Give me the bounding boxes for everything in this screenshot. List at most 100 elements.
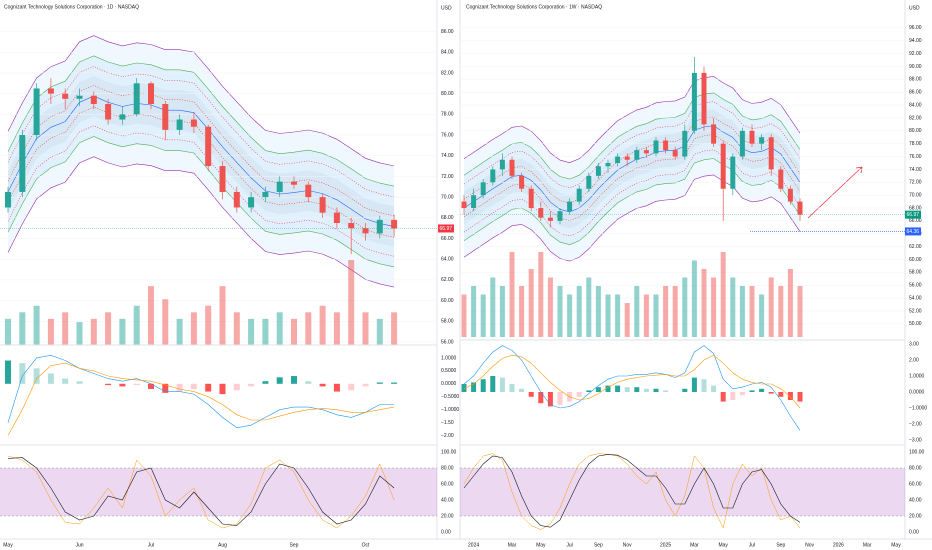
y-tick-label: 0.0000 xyxy=(909,389,925,395)
macd-histogram-bar xyxy=(190,383,197,389)
volume-bar xyxy=(595,286,601,337)
macd-histogram-bar xyxy=(105,383,112,386)
x-tick-label: May xyxy=(891,542,901,548)
volume-bar xyxy=(538,252,544,337)
x-tick-label: Jul xyxy=(749,542,755,548)
annotation-arrow xyxy=(807,166,863,219)
macd-histogram-bar xyxy=(362,383,369,387)
macd-histogram-bar xyxy=(333,383,340,392)
volume-bar xyxy=(605,294,611,337)
candle-body xyxy=(576,188,582,202)
candle-body xyxy=(319,197,326,213)
candle-body xyxy=(538,208,544,218)
y-tick-label: 72.00 xyxy=(909,180,922,186)
candle-body xyxy=(586,175,592,189)
volume-bar xyxy=(797,286,803,337)
macd-histogram-bar xyxy=(291,376,297,384)
volume-bar xyxy=(248,318,255,345)
y-tick-label: 58.00 xyxy=(441,319,454,325)
y-tick-label: 60.00 xyxy=(441,298,454,304)
x-tick-label: 2026 xyxy=(833,542,844,548)
y-tick-label: 80.00 xyxy=(441,91,454,97)
volume-bar xyxy=(528,269,534,337)
volume-bar xyxy=(276,312,283,345)
x-tick-label: Oct xyxy=(362,542,370,548)
macd-histogram-bar xyxy=(471,382,477,392)
y-tick-label: 50.00 xyxy=(909,321,922,327)
y-tick-label: 100.00 xyxy=(909,449,925,455)
volume-bar xyxy=(547,277,553,337)
candle-body xyxy=(682,130,688,157)
price-tag xyxy=(905,210,921,219)
y-tick-label: 0.5000 xyxy=(441,368,457,374)
macd-histogram-bar xyxy=(528,392,534,397)
y-tick-label: 78.00 xyxy=(909,141,922,147)
y-tick-label: 60.00 xyxy=(909,481,922,487)
y-tick-label: 66.00 xyxy=(909,218,922,224)
macd-line xyxy=(463,345,801,431)
macd-histogram-bar xyxy=(615,385,621,392)
volume-bar xyxy=(333,312,340,345)
macd-histogram-bar xyxy=(133,383,140,386)
band-line xyxy=(463,174,801,262)
macd-histogram-bar xyxy=(787,392,793,400)
inner-band xyxy=(8,76,395,247)
x-tick-label: Mar xyxy=(690,542,699,548)
candle-body xyxy=(480,182,486,196)
y-tick-label: 86.00 xyxy=(441,29,454,35)
x-tick-label: May xyxy=(718,542,728,548)
x-tick-label: 2025 xyxy=(660,542,671,548)
candle-body xyxy=(305,184,312,198)
volume-bar xyxy=(47,318,54,345)
level-tag xyxy=(905,227,921,236)
band-line xyxy=(7,125,395,257)
y-tick-label: −1.0000 xyxy=(441,407,459,413)
band-line xyxy=(7,35,395,167)
y-tick-label: 82.00 xyxy=(909,115,922,121)
volume-bar xyxy=(778,286,784,337)
y-tick-label: 68.00 xyxy=(909,205,922,211)
stoch-band xyxy=(0,468,437,516)
macd-histogram-bar xyxy=(653,388,659,392)
volume-bar xyxy=(162,299,169,345)
candle-body xyxy=(133,83,140,115)
y-tick-label: 78.00 xyxy=(441,112,454,118)
x-tick-label: Jun xyxy=(75,542,83,548)
stoch-k-line xyxy=(7,455,395,529)
volume-bar xyxy=(701,269,707,337)
stoch-k-line xyxy=(463,453,801,530)
macd-histogram-bar xyxy=(605,385,611,392)
macd-histogram-bar xyxy=(778,392,784,397)
candle-body xyxy=(759,137,765,144)
y-tick-label: 70.00 xyxy=(909,192,922,198)
volume-bar xyxy=(176,318,183,345)
y-tick-label: 52.00 xyxy=(909,308,922,314)
volume-bar xyxy=(653,294,659,337)
volume-bar xyxy=(348,260,355,345)
volume-bar xyxy=(576,286,582,337)
y-tick-label: −2.00 xyxy=(909,421,922,427)
y-tick-label: 74.00 xyxy=(441,153,454,159)
band-line xyxy=(7,85,395,217)
y-tick-label: 82.00 xyxy=(441,70,454,76)
y-tick-label: 0.00 xyxy=(441,529,451,535)
volume-bar xyxy=(567,294,573,337)
y-tick-label: 20.00 xyxy=(909,513,922,519)
band-line xyxy=(7,55,395,187)
candle-body xyxy=(595,166,601,176)
x-tick-label: Jul xyxy=(148,542,154,548)
y-tick-label: 54.00 xyxy=(909,295,922,301)
volume-bar xyxy=(730,277,736,337)
x-tick-label: Sep xyxy=(290,542,299,548)
volume-bar xyxy=(480,294,486,337)
candle-body xyxy=(615,156,621,163)
band-line xyxy=(7,106,395,238)
y-tick-label: 72.00 xyxy=(441,174,454,180)
y-tick-label: 76.00 xyxy=(441,132,454,138)
volume-bar xyxy=(682,277,688,337)
candle-body xyxy=(362,228,369,234)
macd-histogram-bar xyxy=(759,388,765,392)
candle-body xyxy=(557,211,563,221)
volume-bar xyxy=(557,286,563,337)
price-tag-label: 66.97 xyxy=(907,212,920,218)
